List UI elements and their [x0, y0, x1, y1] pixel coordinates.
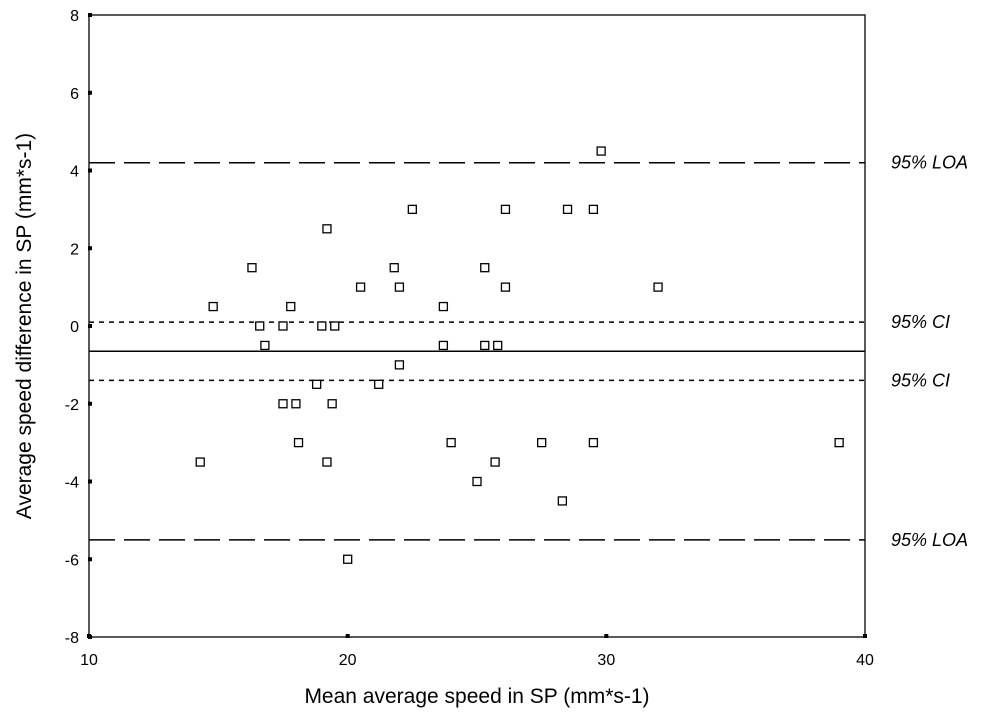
- y-tick-label: -2: [65, 397, 79, 414]
- x-tick-mark: [87, 634, 91, 638]
- reference-line-label: 95% LOA: [891, 530, 968, 550]
- axis-ticks: -8 -6 -4 -2 0 2 4 6 8 10 20 30 40: [65, 8, 874, 669]
- x-tick-mark: [345, 634, 350, 638]
- data-point: [588, 437, 599, 448]
- y-tick-label: 0: [70, 319, 79, 336]
- y-tick-mark: [88, 90, 92, 95]
- data-point: [327, 399, 337, 409]
- x-tick-label: 30: [597, 652, 615, 669]
- data-point: [480, 263, 490, 273]
- data-point: [653, 282, 663, 292]
- reference-lines: [89, 161, 865, 541]
- x-tick-label: 40: [856, 652, 874, 669]
- data-point: [291, 399, 301, 409]
- data-point: [438, 301, 449, 312]
- y-tick-label: 8: [70, 8, 79, 25]
- data-point: [537, 437, 547, 448]
- data-point: [330, 321, 340, 331]
- data-point: [407, 204, 417, 215]
- data-point: [562, 204, 573, 215]
- y-tick-mark: [88, 246, 92, 251]
- data-point: [195, 457, 205, 467]
- data-point: [278, 399, 288, 409]
- x-tick-label: 10: [80, 652, 98, 669]
- data-point: [355, 282, 366, 292]
- reference-line-label: 95% CI: [891, 370, 950, 390]
- data-point: [389, 263, 399, 273]
- data-point: [247, 263, 257, 273]
- data-point: [293, 437, 304, 448]
- y-tick-label: 6: [70, 86, 79, 103]
- x-tick-mark: [604, 634, 609, 638]
- data-point: [286, 301, 296, 312]
- data-point: [260, 340, 270, 351]
- y-tick-mark: [88, 479, 92, 484]
- y-tick-label: -8: [65, 630, 79, 647]
- data-point: [322, 224, 332, 234]
- data-point: [472, 476, 482, 487]
- data-point: [557, 496, 568, 506]
- data-point: [596, 146, 606, 156]
- y-axis-title: Average speed difference in SP (mm*s-1): [13, 133, 36, 519]
- data-point: [588, 204, 599, 215]
- data-point: [255, 321, 265, 331]
- data-point: [500, 282, 511, 292]
- data-point: [834, 437, 844, 448]
- data-point: [317, 321, 327, 331]
- data-point: [394, 360, 405, 370]
- x-axis-title: Mean average speed in SP (mm*s-1): [304, 685, 649, 708]
- y-tick-label: -6: [65, 552, 79, 569]
- data-point: [480, 340, 490, 351]
- y-tick-mark: [88, 324, 92, 328]
- data-point: [493, 340, 503, 351]
- data-point: [374, 379, 384, 389]
- data-points: [195, 146, 844, 564]
- y-tick-label: 4: [70, 164, 79, 181]
- data-point: [311, 379, 322, 389]
- data-point: [208, 301, 218, 312]
- data-point: [343, 554, 353, 564]
- data-point: [490, 457, 500, 467]
- y-tick-mark: [88, 13, 92, 17]
- data-point: [322, 457, 332, 467]
- plot-frame: [88, 14, 866, 638]
- y-tick-mark: [88, 557, 92, 562]
- y-tick-mark: [88, 401, 92, 406]
- y-tick-label: -4: [65, 475, 79, 492]
- data-point: [394, 282, 405, 292]
- reference-line-label: 95% LOA: [891, 153, 968, 173]
- data-point: [500, 204, 511, 215]
- x-tick-label: 20: [339, 652, 357, 669]
- data-point: [446, 437, 456, 448]
- y-tick-label: 2: [70, 241, 79, 258]
- reference-line-labels: 95% LOA 95% CI 95% CI 95% LOA: [891, 153, 968, 550]
- y-tick-mark: [88, 168, 92, 173]
- x-tick-mark: [863, 634, 867, 638]
- reference-line-label: 95% CI: [891, 312, 950, 332]
- data-point: [278, 321, 288, 331]
- data-point: [438, 340, 449, 351]
